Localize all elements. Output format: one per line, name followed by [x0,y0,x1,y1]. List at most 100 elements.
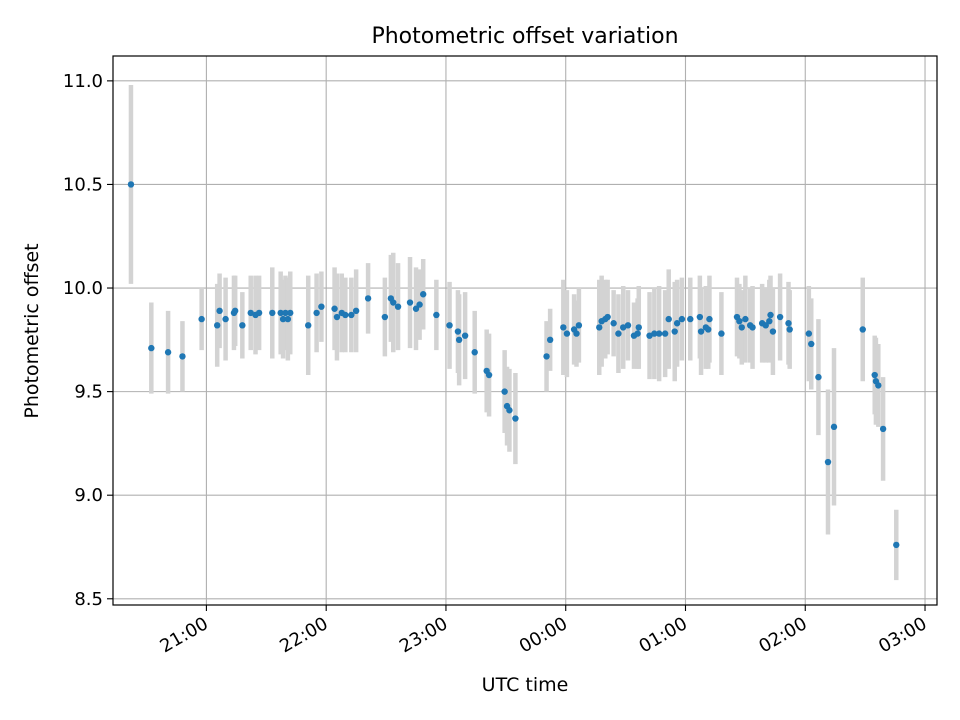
data-point [333,313,341,321]
data-points [127,181,900,549]
data-point [718,330,725,337]
data-point [596,324,603,331]
y-tick-label: 10.5 [63,174,103,195]
data-point [501,388,508,395]
data-point [213,322,221,329]
data-point [830,423,838,431]
data-point [610,320,617,327]
data-point [364,295,372,302]
data-point [348,311,355,319]
data-point [762,322,769,329]
data-point [394,303,402,310]
data-point [222,315,229,323]
data-point [615,330,622,337]
data-point [859,326,866,333]
data-point [661,330,669,337]
data-point [352,307,360,315]
data-point [279,315,287,323]
x-axis-title: UTC time [482,674,569,696]
plot-frame [112,55,938,606]
data-point [179,353,186,360]
data-point [696,313,704,321]
data-point [318,303,325,310]
data-point [305,322,312,329]
data-point [620,324,627,331]
data-point [231,307,239,315]
data-point [277,309,284,317]
data-point [786,326,793,333]
data-point [673,320,681,327]
data-point [282,309,289,317]
data-point [148,344,155,352]
data-point [164,349,172,356]
data-point [805,330,813,337]
data-point [239,322,246,329]
y-tick-label: 10.0 [63,278,103,299]
data-point [506,407,513,414]
data-point [604,313,611,321]
data-point [127,181,135,188]
data-point [875,382,882,389]
data-point [560,324,567,331]
data-point [808,340,815,348]
data-point [651,330,658,337]
data-point [247,309,254,317]
data-point [216,307,223,315]
data-point [646,332,653,339]
data-point [824,458,832,466]
data-point [766,317,773,325]
data-point [749,324,756,331]
y-tick-label: 9.0 [74,485,103,506]
data-point [871,371,878,379]
y-tick-label: 9.5 [74,382,103,403]
data-point [433,311,440,319]
y-axis-title: Photometric offset [21,243,43,418]
data-point [512,415,519,422]
data-point [342,311,349,319]
data-point [313,309,320,317]
y-tick-label: 8.5 [74,589,103,610]
data-point [635,324,642,331]
data-point [471,349,478,356]
data-point [785,320,792,327]
data-point [769,328,777,335]
data-point [815,373,822,381]
data-point [634,330,641,337]
data-point [454,328,462,335]
data-point [736,317,743,325]
data-point [390,299,397,306]
data-point [879,425,887,433]
data-point [738,324,745,331]
data-point [485,371,493,379]
data-point [284,315,292,323]
data-point [255,309,263,317]
data-point [331,305,338,312]
data-point [573,330,580,337]
data-point [381,313,389,321]
data-point [671,328,678,335]
data-point [687,315,694,323]
chart-title: Photometric offset variation [371,24,678,49]
data-point [697,328,705,335]
data-point [412,305,420,312]
data-point [416,301,423,308]
data-point [776,313,784,321]
data-point [269,309,276,317]
data-point [287,309,294,317]
data-point [705,326,712,333]
data-point [665,315,672,323]
data-point [446,322,453,329]
y-tick-label: 11.0 [63,71,103,92]
data-point [461,332,469,339]
data-point [655,330,663,337]
data-point [455,336,463,344]
data-point [543,353,550,360]
data-point [706,315,713,323]
data-point [406,299,414,306]
data-point [767,311,774,319]
data-point [419,291,427,298]
data-point [563,330,571,337]
data-point [678,315,686,323]
